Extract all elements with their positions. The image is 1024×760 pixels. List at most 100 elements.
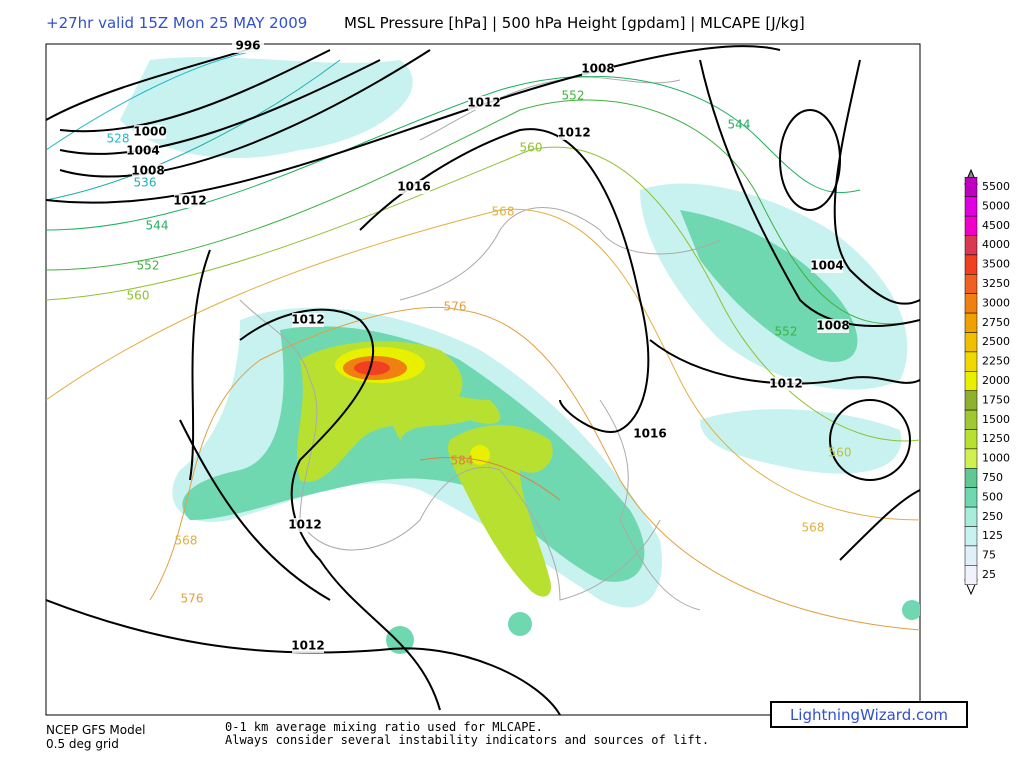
height-label: 568 [492, 205, 515, 219]
colorbar-label: 75 [982, 549, 996, 562]
isobar-label-bg [174, 194, 206, 208]
isobar-label: 996 [235, 39, 260, 53]
colorbar-swatch [964, 487, 978, 508]
height-contours [46, 49, 920, 631]
colorbar-label: 5500 [982, 180, 1010, 193]
map: 996 1000 1004 1008 1012 1008 1012 1012 1016 1004 1… [45, 39, 921, 716]
colorbar-swatch [964, 177, 978, 197]
isobar-label-bg [634, 427, 666, 441]
colorbar-label: 125 [982, 529, 1003, 542]
isobar-labels: 996 1000 1004 1008 1012 1008 1012 1012 1016 1004 1… [126, 39, 850, 653]
height-label: 560 [127, 289, 150, 303]
height-label: 584 [451, 454, 474, 468]
height-label: 552 [137, 259, 160, 273]
colorbar-swatch [964, 409, 978, 430]
colorbar-label: 2500 [982, 335, 1010, 348]
isobar-label-bg [558, 126, 590, 140]
height-label: 576 [444, 300, 467, 314]
colorbar-label: 2000 [982, 374, 1010, 387]
colorbar-swatch [964, 215, 978, 236]
isobar-label: 1000 [133, 125, 166, 139]
isobar-label-bg [292, 639, 324, 653]
isobar-label-bg [811, 259, 843, 273]
height-label: 544 [146, 219, 169, 233]
colorbar-swatch [964, 390, 978, 411]
colorbar-swatch [964, 526, 978, 547]
isobar-label-bg [468, 96, 500, 110]
height-label: 576 [181, 592, 204, 606]
logo-box [770, 701, 968, 728]
colorbar-label: 4500 [982, 219, 1010, 232]
grid-label: 0.5 deg grid [46, 737, 119, 751]
isobar-label: 1012 [291, 639, 324, 653]
colorbar-swatch [964, 468, 978, 488]
isobar-label-bg [398, 180, 430, 194]
colorbar-swatch [964, 545, 978, 566]
height-labels: 528 536 544 552 560 568 576 552 560 568 576 584 544 5… [107, 89, 852, 606]
colorbar-swatch [964, 312, 978, 333]
colorbar-swatch [964, 274, 978, 294]
isobars [46, 45, 920, 715]
colorbar-label: 250 [982, 510, 1003, 523]
colorbar-label: 4000 [982, 238, 1010, 251]
colorbar-label: 3250 [982, 277, 1010, 290]
height-label: 528 [107, 132, 130, 146]
isobar-label: 1008 [816, 319, 849, 333]
fields-label: MSL Pressure [hPa] | 500 hPa Height [gpd… [344, 14, 805, 32]
colorbar-label: 2750 [982, 316, 1010, 329]
isobar-label: 1004 [126, 144, 159, 158]
isobar-label: 1004 [810, 259, 843, 273]
isobar-label: 1012 [173, 194, 206, 208]
logo: LightningWizard.com [790, 706, 948, 724]
colorbar-label: 25 [982, 568, 996, 581]
colorbar-swatch [964, 351, 978, 372]
colorbar-swatch [964, 565, 978, 585]
isobar-label-bg [582, 62, 614, 76]
colorbar-swatch [964, 332, 978, 353]
colorbar-swatch [964, 254, 978, 275]
note-line-1: 0-1 km average mixing ratio used for MLC… [225, 720, 543, 734]
colorbar-swatch [964, 448, 978, 469]
isobar-label-bg [132, 164, 164, 178]
isobar-label-bg [232, 39, 264, 53]
isobar-label: 1008 [131, 164, 164, 178]
cape-3500 [354, 361, 390, 375]
isobar-label: 1012 [557, 126, 590, 140]
colorbar-label: 3000 [982, 296, 1010, 309]
height-label: 560 [829, 446, 852, 460]
height-label: 568 [175, 534, 198, 548]
run-label: +27hr valid 15Z Mon 25 MAY 2009 [46, 14, 307, 32]
note-line-2: Always consider several instability indi… [225, 733, 709, 747]
colorbar-label: 1000 [982, 452, 1010, 465]
isobar-label-bg [127, 144, 159, 158]
colorbar-swatch [964, 429, 978, 450]
colorbar-label: 1500 [982, 413, 1010, 426]
colorbar-label: 2250 [982, 355, 1010, 368]
colorbar-swatch [964, 235, 978, 256]
isobar-label: 1012 [467, 96, 500, 110]
colorbar-label: 500 [982, 490, 1003, 503]
colorbar-swatch [964, 196, 978, 217]
height-label: 568 [802, 521, 825, 535]
height-label: 560 [520, 141, 543, 155]
colorbar-label: 3500 [982, 258, 1010, 271]
colorbar: 5500 5000 4500 4000 3500 3250 3000 2750 2500 2250… [964, 168, 1010, 596]
colorbar-swatch [964, 371, 978, 391]
isobar-label-bg [289, 518, 321, 532]
colorbar-label: 5000 [982, 199, 1010, 212]
isobar-label-bg [817, 319, 849, 333]
colorbar-swatch [964, 293, 978, 314]
isobar-label: 1012 [288, 518, 321, 532]
colorbar-label: 1750 [982, 393, 1010, 406]
isobar-label-bg [292, 313, 324, 327]
colorbar-label: 1250 [982, 432, 1010, 445]
isobar-label-bg [770, 377, 802, 391]
model-label: NCEP GFS Model [46, 723, 145, 737]
isobar-label: 1012 [291, 313, 324, 327]
cape-high [297, 341, 553, 597]
height-label: 552 [562, 89, 585, 103]
colorbar-label: 750 [982, 471, 1003, 484]
isobar-label: 1008 [581, 62, 614, 76]
